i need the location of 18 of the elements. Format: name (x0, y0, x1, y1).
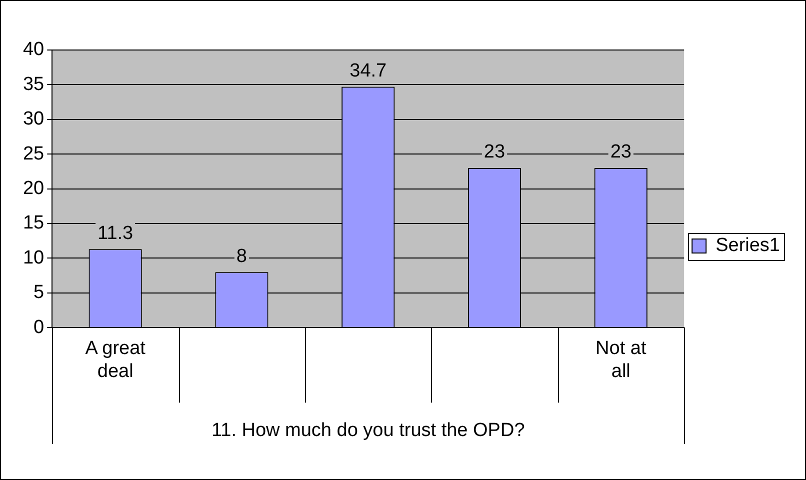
y-tick-label: 5 (34, 282, 44, 304)
legend-label: Series1 (716, 235, 780, 256)
data-label: 8 (236, 246, 248, 267)
y-tick-label: 15 (22, 212, 44, 234)
x-tick-label: A great deal (85, 338, 146, 382)
y-tick-label: 30 (22, 108, 44, 130)
y-tick-label: 10 (22, 247, 44, 268)
y-tick-label: 40 (22, 39, 44, 60)
data-label: 23 (610, 142, 632, 163)
x-axis-title: 11. How much do you trust the OPD? (211, 420, 525, 441)
y-tick-label: 25 (22, 143, 44, 164)
data-label: 34.7 (350, 60, 387, 82)
x-tick-label: Not at all (596, 338, 647, 382)
y-tick-label: 20 (22, 178, 44, 200)
data-label: 11.3 (98, 222, 134, 244)
y-tick-label: 0 (34, 316, 44, 338)
y-tick-label: 35 (22, 74, 44, 95)
data-label: 23 (484, 142, 506, 163)
